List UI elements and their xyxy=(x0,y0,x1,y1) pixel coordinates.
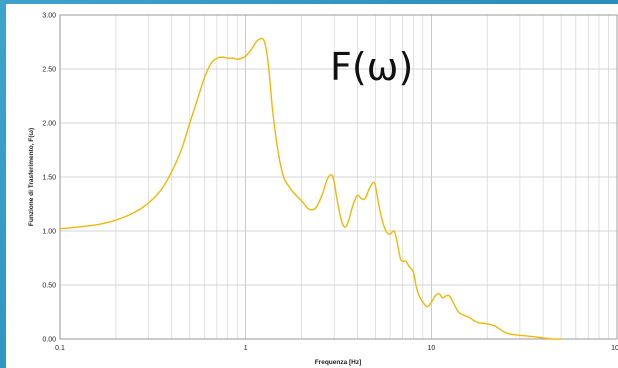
tick-labels: 0.00 0.50 1.00 1.50 2.00 2.50 3.00 0.1 1 10 100 xyxy=(42,13,618,353)
y-tick-label: 0.00 xyxy=(42,337,56,344)
chart-annotation: F(ω) xyxy=(330,45,413,89)
y-tick-label: 2.00 xyxy=(42,121,56,128)
chart-frame xyxy=(6,4,618,368)
x-axis-label: Frequenza [Hz] xyxy=(315,359,362,366)
x-tick-label: 100 xyxy=(611,345,618,352)
x-tick-label: 1 xyxy=(244,345,248,352)
y-tick-label: 3.00 xyxy=(42,13,56,20)
y-tick-label: 0.50 xyxy=(42,283,56,290)
plot-border xyxy=(59,14,618,340)
series-line xyxy=(59,37,562,340)
x-tick-label: 0.1 xyxy=(55,345,65,352)
y-tick-label: 1.50 xyxy=(42,175,56,182)
y-tick-label: 2.50 xyxy=(42,67,56,74)
y-axis-label: Funzione di Trasferimento, F(ω) xyxy=(28,128,35,226)
y-tick-label: 1.00 xyxy=(42,229,56,236)
x-tick-label: 10 xyxy=(427,345,435,352)
